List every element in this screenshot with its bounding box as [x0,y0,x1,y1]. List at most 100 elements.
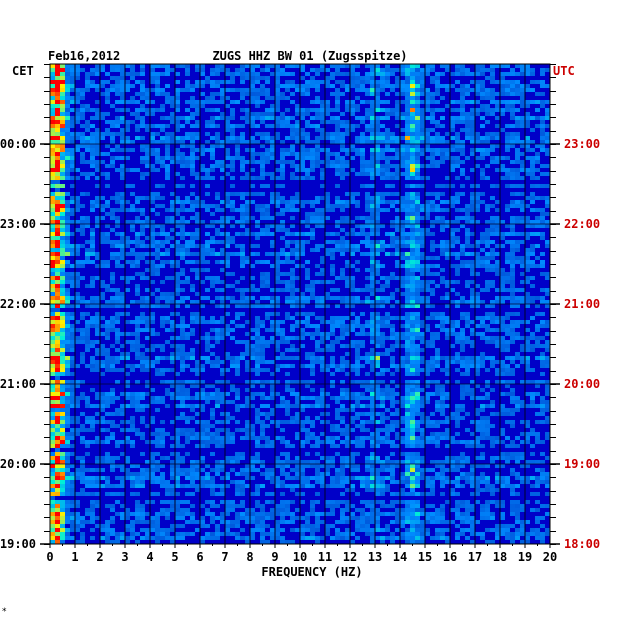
heatmap-cell [95,304,100,308]
heatmap-cell [360,240,365,244]
heatmap-cell [425,264,430,268]
heatmap-cell [490,88,495,92]
heatmap-cell [165,140,170,144]
heatmap-cell [310,236,315,240]
heatmap-cell [525,300,530,304]
heatmap-cell [360,412,365,416]
heatmap-cell [455,72,460,76]
heatmap-cell [510,372,515,376]
heatmap-cell [105,324,110,328]
heatmap-cell [400,280,405,284]
heatmap-cell [260,100,265,104]
heatmap-cell [320,128,325,132]
heatmap-cell [410,364,415,368]
heatmap-cell [370,148,375,152]
heatmap-cell [380,100,385,104]
heatmap-cell [95,404,100,408]
heatmap-cell [175,384,180,388]
heatmap-cell [495,368,500,372]
heatmap-cell [205,148,210,152]
heatmap-cell [405,200,410,204]
heatmap-cell [270,152,275,156]
heatmap-cell [315,224,320,228]
heatmap-cell [425,400,430,404]
heatmap-cell [245,200,250,204]
heatmap-cell [60,140,65,144]
heatmap-cell [375,224,380,228]
heatmap-cell [255,208,260,212]
heatmap-cell [520,204,525,208]
heatmap-cell [280,124,285,128]
heatmap-cell [415,80,420,84]
heatmap-cell [405,120,410,124]
heatmap-cell [340,236,345,240]
heatmap-cell [480,176,485,180]
heatmap-cell [415,356,420,360]
heatmap-cell [135,100,140,104]
heatmap-cell [255,96,260,100]
heatmap-cell [520,88,525,92]
heatmap-cell [370,348,375,352]
heatmap-cell [440,356,445,360]
heatmap-cell [520,296,525,300]
heatmap-cell [320,340,325,344]
heatmap-cell [100,172,105,176]
heatmap-cell [385,280,390,284]
heatmap-cell [390,184,395,188]
heatmap-cell [220,316,225,320]
heatmap-cell [355,372,360,376]
heatmap-cell [495,100,500,104]
heatmap-cell [380,416,385,420]
heatmap-cell [455,100,460,104]
heatmap-cell [390,224,395,228]
heatmap-cell [320,184,325,188]
heatmap-cell [60,420,65,424]
heatmap-cell [530,148,535,152]
heatmap-cell [105,80,110,84]
heatmap-cell [65,312,70,316]
heatmap-cell [50,276,55,280]
heatmap-cell [450,168,455,172]
heatmap-cell [190,144,195,148]
heatmap-cell [185,252,190,256]
heatmap-cell [315,316,320,320]
heatmap-cell [405,112,410,116]
heatmap-cell [115,312,120,316]
heatmap-cell [85,248,90,252]
heatmap-cell [50,344,55,348]
heatmap-cell [375,68,380,72]
heatmap-cell [255,356,260,360]
heatmap-cell [495,108,500,112]
heatmap-cell [450,100,455,104]
heatmap-cell [80,136,85,140]
heatmap-cell [145,112,150,116]
heatmap-cell [195,360,200,364]
heatmap-cell [180,152,185,156]
heatmap-cell [130,168,135,172]
heatmap-cell [115,68,120,72]
heatmap-cell [460,104,465,108]
heatmap-cell [395,80,400,84]
heatmap-cell [285,152,290,156]
heatmap-cell [55,184,60,188]
heatmap-cell [55,400,60,404]
heatmap-cell [70,160,75,164]
heatmap-cell [125,252,130,256]
heatmap-cell [395,364,400,368]
heatmap-cell [95,84,100,88]
heatmap-cell [150,236,155,240]
heatmap-cell [395,200,400,204]
heatmap-cell [415,132,420,136]
heatmap-cell [70,140,75,144]
heatmap-cell [415,348,420,352]
heatmap-cell [400,332,405,336]
heatmap-cell [410,128,415,132]
heatmap-cell [455,264,460,268]
heatmap-cell [295,232,300,236]
heatmap-cell [315,96,320,100]
heatmap-cell [60,156,65,160]
heatmap-cell [335,240,340,244]
heatmap-cell [440,408,445,412]
heatmap-cell [510,116,515,120]
heatmap-cell [375,412,380,416]
